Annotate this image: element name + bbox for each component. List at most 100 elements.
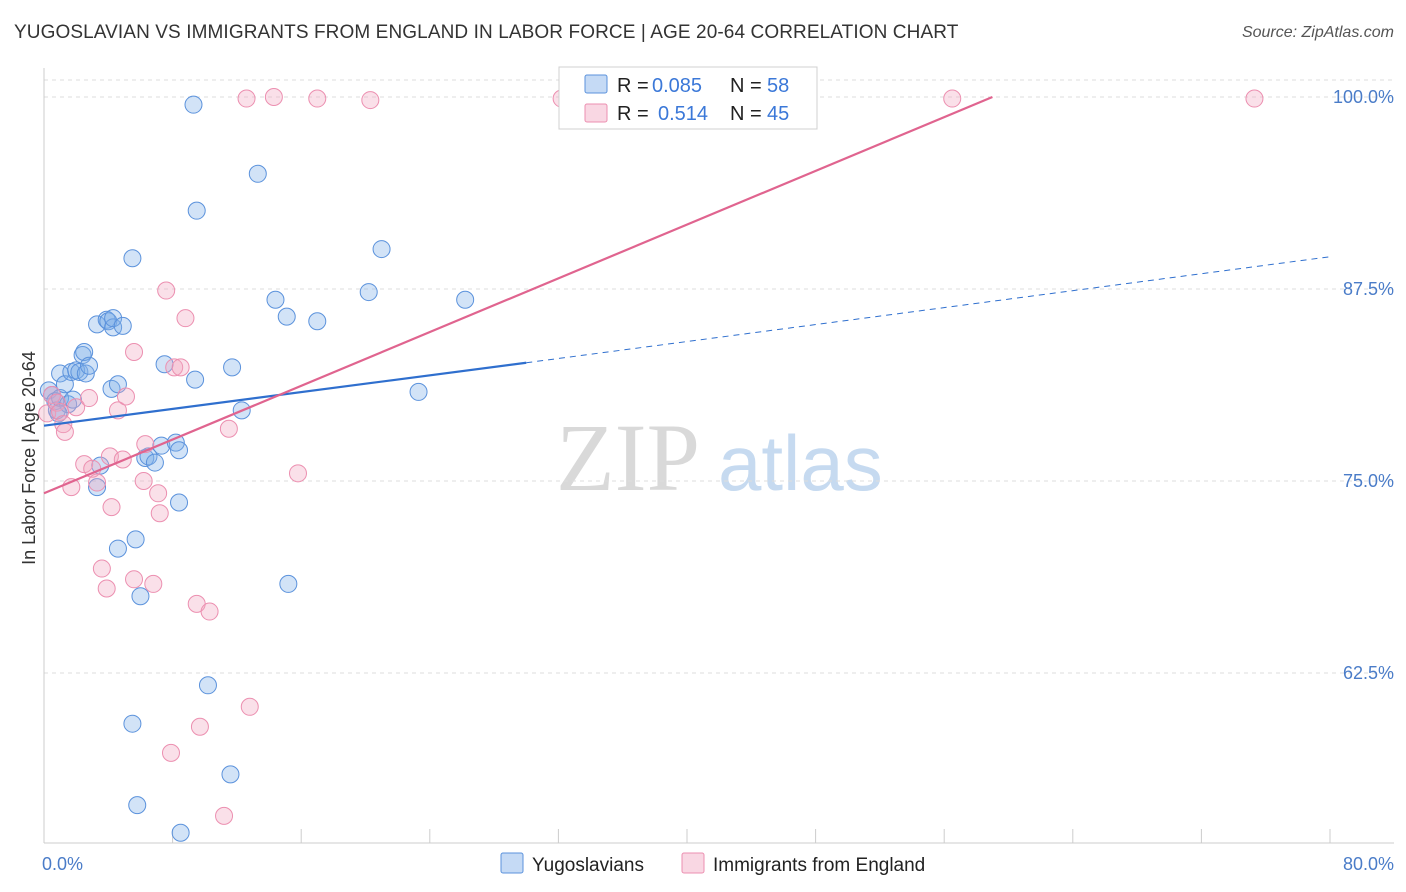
y-tick-label: 62.5% — [1343, 663, 1394, 683]
watermark-zip: ZIP — [556, 404, 700, 511]
axes — [43, 68, 1394, 844]
point-yugoslavians — [126, 530, 145, 549]
point-yugoslavians — [170, 441, 189, 460]
point-yugoslavians — [170, 493, 189, 512]
legend-n-label-1: N = — [730, 75, 762, 97]
point-yugoslavians — [277, 307, 296, 326]
point-england — [943, 89, 962, 108]
point-yugoslavians — [186, 370, 205, 389]
point-england — [190, 717, 209, 736]
chart-title: YUGOSLAVIAN VS IMMIGRANTS FROM ENGLAND I… — [14, 22, 959, 43]
point-yugoslavians — [102, 379, 121, 398]
point-england — [308, 89, 327, 108]
bottom-legend-swatch-england — [681, 852, 705, 874]
point-england — [125, 342, 144, 361]
y-tick-label: 100.0% — [1333, 87, 1394, 107]
point-england — [1245, 89, 1264, 108]
point-yugoslavians — [198, 676, 217, 695]
point-england — [67, 398, 86, 417]
legend-r-value-1: 0.085 — [652, 75, 702, 97]
point-yugoslavians — [113, 316, 132, 335]
point-england — [150, 504, 169, 523]
source-label: Source: ZipAtlas.com — [1241, 24, 1394, 41]
point-england — [102, 498, 121, 517]
point-yugoslavians — [372, 240, 391, 259]
point-yugoslavians — [73, 346, 92, 365]
point-yugoslavians — [128, 796, 147, 815]
point-england — [161, 743, 180, 762]
point-yugoslavians — [279, 574, 298, 593]
point-england — [240, 697, 259, 716]
point-england — [361, 91, 380, 110]
x-tick-label-min: 0.0% — [42, 854, 83, 874]
point-england — [288, 464, 307, 483]
legend-swatch-yugoslavians — [584, 74, 608, 94]
point-england — [116, 387, 135, 406]
point-england — [237, 89, 256, 108]
point-england — [88, 473, 107, 492]
legend-swatch-england — [584, 103, 608, 123]
point-england — [92, 559, 111, 578]
point-england — [176, 309, 195, 328]
point-england — [157, 281, 176, 300]
point-england — [144, 574, 163, 593]
point-england — [200, 602, 219, 621]
point-england — [125, 570, 144, 589]
legend-r-label-1: R = — [617, 75, 649, 97]
trend-lines — [43, 95, 1331, 495]
point-yugoslavians — [99, 312, 118, 331]
watermark-atlas: atlas — [718, 419, 883, 507]
legend-r-label-2: R = — [617, 103, 649, 125]
y-axis-title: In Labor Force | Age 20-64 — [19, 351, 39, 565]
point-england — [215, 806, 234, 825]
gridlines — [44, 79, 1394, 674]
point-england — [149, 484, 168, 503]
point-yugoslavians — [308, 312, 327, 331]
point-yugoslavians — [187, 201, 206, 220]
bottom-legend-label-england: Immigrants from England — [713, 855, 925, 876]
point-yugoslavians — [221, 765, 240, 784]
legend-n-label-2: N = — [730, 103, 762, 125]
point-england — [97, 579, 116, 598]
point-yugoslavians — [131, 587, 150, 606]
point-england — [134, 472, 153, 490]
legend-n-value-2: 45 — [767, 103, 789, 125]
point-yugoslavians — [123, 249, 142, 268]
point-england — [264, 88, 283, 106]
point-yugoslavians — [75, 342, 94, 361]
point-england — [80, 389, 99, 408]
legend-r-value-2: 0.514 — [658, 103, 708, 125]
series-legend: Yugoslavians Immigrants from England — [500, 852, 925, 876]
point-yugoslavians — [104, 309, 123, 328]
trend-line-england — [43, 95, 993, 495]
point-yugoslavians — [456, 290, 475, 309]
point-yugoslavians — [409, 382, 428, 401]
point-yugoslavians — [88, 478, 107, 497]
trend-line-yugoslavians-extrapolated — [526, 256, 1331, 364]
point-england — [219, 419, 238, 438]
trend-line-yugoslavians — [43, 361, 527, 427]
stats-legend-box — [558, 66, 818, 130]
point-yugoslavians — [223, 358, 242, 377]
point-yugoslavians — [145, 453, 164, 472]
bottom-legend-label-yugoslavians: Yugoslavians — [532, 855, 644, 876]
y-tick-label: 87.5% — [1343, 279, 1394, 299]
point-england — [55, 422, 74, 441]
point-yugoslavians — [248, 164, 267, 183]
point-yugoslavians — [123, 714, 142, 733]
y-tick-label: 75.0% — [1343, 471, 1394, 491]
bottom-legend-swatch-yugoslavians — [500, 852, 524, 874]
point-yugoslavians — [171, 823, 190, 842]
stats-legend: R = 0.085 N = 58 R = 0.514 N = 45 — [558, 66, 818, 130]
point-england — [171, 358, 190, 377]
y-tick-labels: 100.0% 87.5% 75.0% 62.5% — [1333, 87, 1394, 683]
point-yugoslavians — [104, 318, 123, 337]
x-tick-label-max: 80.0% — [1343, 854, 1394, 874]
point-yugoslavians — [266, 290, 285, 309]
legend-n-value-1: 58 — [767, 75, 789, 97]
point-yugoslavians — [184, 95, 203, 114]
point-yugoslavians — [108, 539, 127, 558]
point-england — [165, 358, 184, 377]
point-yugoslavians — [359, 283, 378, 302]
